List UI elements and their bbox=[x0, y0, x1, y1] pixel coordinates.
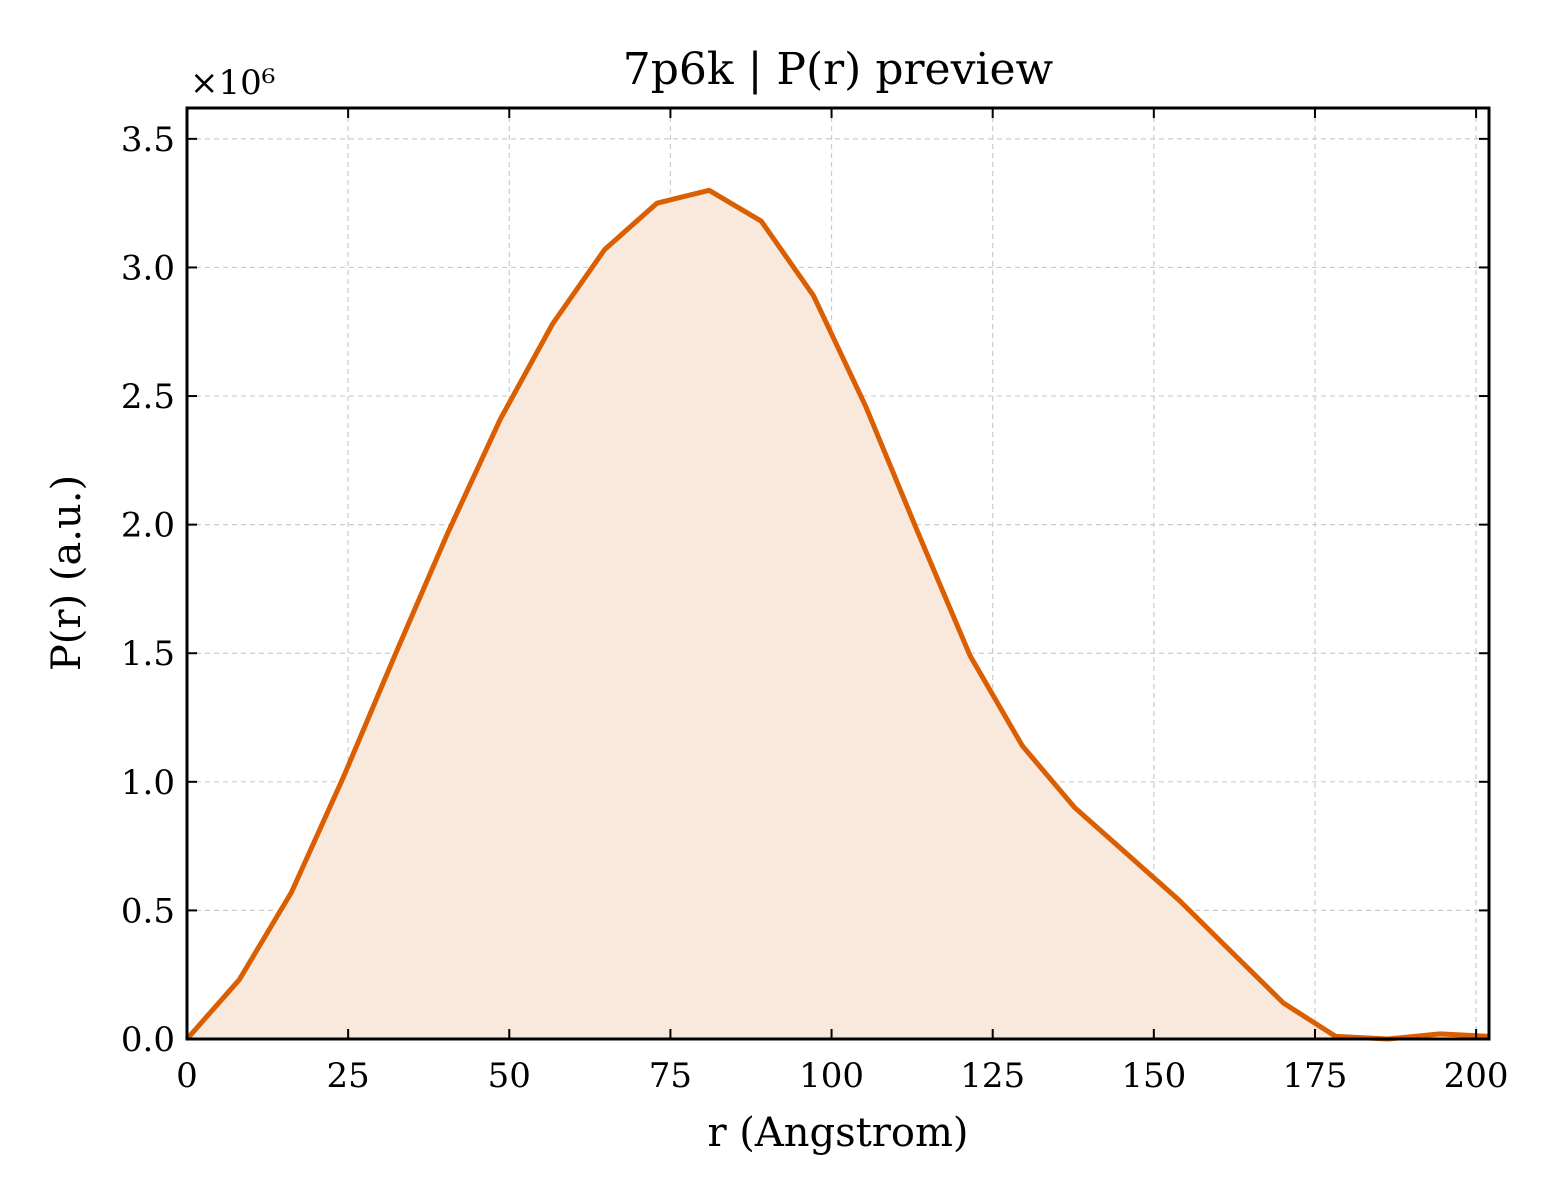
x-axis-title: r (Angstrom) bbox=[707, 1110, 968, 1156]
y-tick-label: 2.0 bbox=[121, 506, 175, 546]
y-tick-label: 0.0 bbox=[121, 1020, 175, 1060]
y-axis-multiplier: ×10⁶ bbox=[190, 63, 275, 103]
y-tick-label: 2.5 bbox=[121, 377, 175, 417]
chart-title: 7p6k | P(r) preview bbox=[623, 44, 1054, 95]
y-tick-label: 0.5 bbox=[121, 891, 175, 931]
y-tick-label: 3.5 bbox=[121, 120, 175, 160]
x-tick-label: 125 bbox=[960, 1056, 1025, 1096]
ticks: 0 25 50 75 100 125 150 175 200 0.0 0.5 1.0 1.5 2.0 2.5… bbox=[121, 108, 1509, 1096]
x-tick-label: 0 bbox=[176, 1056, 198, 1096]
x-tick-label: 100 bbox=[799, 1056, 864, 1096]
x-tick-label: 150 bbox=[1121, 1056, 1186, 1096]
x-tick-label: 200 bbox=[1444, 1056, 1509, 1096]
series-line bbox=[185, 187, 1490, 1042]
x-tick-label: 50 bbox=[488, 1056, 531, 1096]
y-tick-label: 1.5 bbox=[121, 634, 175, 674]
data-points bbox=[186, 190, 1490, 1040]
y-tick-label: 1.0 bbox=[121, 763, 175, 803]
x-tick-label: 25 bbox=[327, 1056, 370, 1096]
y-tick-label: 3.0 bbox=[121, 248, 175, 288]
plot-frame bbox=[185, 106, 1491, 1041]
y-axis-title: P(r) (a.u.) bbox=[44, 475, 90, 671]
area-fill bbox=[187, 190, 1489, 1040]
x-tick-label: 75 bbox=[649, 1056, 692, 1096]
x-tick-label: 175 bbox=[1283, 1056, 1348, 1096]
